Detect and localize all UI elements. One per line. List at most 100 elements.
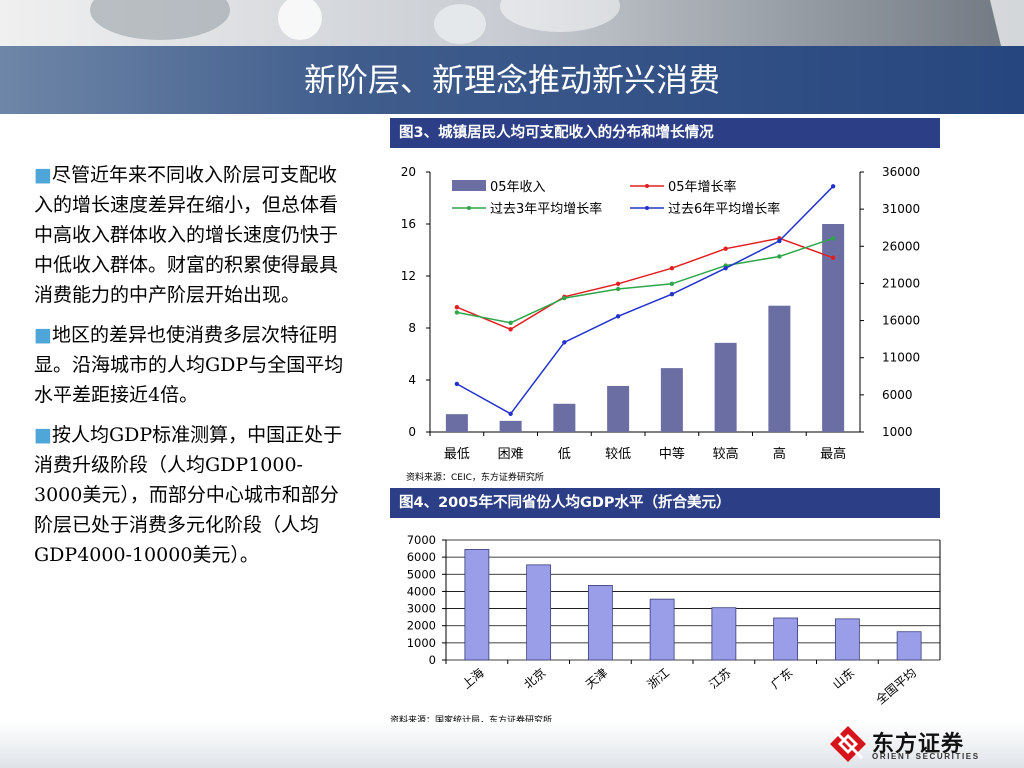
series-point	[615, 281, 621, 286]
series-line-3	[456, 185, 834, 415]
series-point	[777, 238, 782, 244]
legend-marker	[467, 206, 471, 210]
x-tick-label: 高	[773, 446, 786, 462]
x-tick-label: 较高	[713, 446, 739, 462]
series-line-2	[456, 237, 834, 324]
income-bar	[660, 368, 683, 432]
right-tick-label: 1000	[882, 425, 913, 439]
y-tick-label: 6000	[407, 550, 436, 564]
series-point	[830, 184, 836, 189]
series-point	[508, 320, 513, 325]
right-tick-label: 21000	[882, 276, 920, 290]
bullet-list: ■尽管近年来不同收入阶层可支配收入的增长速度差异在缩小，但总体看中高收入群体收入…	[34, 160, 344, 580]
legend-label: 过去6年平均增长率	[668, 201, 780, 217]
income-bar	[499, 420, 522, 432]
right-tick-label: 26000	[882, 239, 920, 253]
series-point	[562, 295, 567, 301]
income-bar	[822, 224, 845, 432]
gdp-by-province-chart: 01000200030004000500060007000上海 北京 天津 浙江 江苏广…	[390, 520, 950, 710]
left-tick-label: 4	[408, 373, 416, 387]
figure3-source: 资料来源：CEIC，东方证券研究所	[406, 470, 544, 483]
bullet-text: 地区的差异也使消费多层次特征明显。沿海城市的人均GDP与全国平均水平差距接近4倍…	[34, 324, 344, 406]
bullet-text: 按人均GDP标准测算，中国正处于消费升级阶段（人均GDP1000-3000美元）…	[34, 424, 343, 566]
legend-marker	[645, 184, 649, 188]
series-point	[723, 246, 728, 251]
figure3-caption: 图3、城镇居民人均可支配收入的分布和增长情况	[390, 118, 940, 148]
bullet-item: ■地区的差异也使消费多层次特征明显。沿海城市的人均GDP与全国平均水平差距接近4…	[34, 320, 344, 410]
series-point	[508, 327, 513, 332]
left-tick-label: 0	[408, 425, 416, 439]
gdp-bar	[587, 585, 613, 661]
series-point	[454, 381, 460, 387]
income-bar	[553, 403, 576, 432]
gdp-bar	[464, 549, 490, 661]
y-tick-label: 7000	[407, 533, 436, 547]
series-point	[562, 340, 567, 345]
income-distribution-chart: 0 4 8 12 16 20 1000 6000 11000 16000 21000 26000 310…	[390, 150, 920, 465]
bullet-square-icon: ■	[34, 424, 52, 446]
series-point	[615, 286, 621, 292]
series-point	[669, 292, 675, 297]
figure4-caption: 图4、2005年不同省份人均GDP水平（折合美元）	[390, 488, 940, 518]
series-point	[777, 254, 782, 259]
bullet-text: 尽管近年来不同收入阶层可支配收入的增长速度差异在缩小，但总体看中高收入群体收入的…	[34, 164, 339, 306]
logo-chinese-name: 东方证券	[872, 732, 965, 757]
y-tick-label: 5000	[407, 567, 436, 581]
x-tick-label: 低	[558, 447, 571, 462]
x-tick-label: 最高	[820, 446, 846, 462]
y-tick-label: 4000	[407, 584, 436, 598]
legend-label: 05年增长率	[668, 179, 737, 195]
right-tick-label: 6000	[882, 388, 913, 402]
gdp-bar	[896, 631, 922, 661]
x-tick-label: 困难	[498, 447, 524, 462]
bullet-item: ■尽管近年来不同收入阶层可支配收入的增长速度差异在缩小，但总体看中高收入群体收入…	[34, 160, 344, 310]
bullet-item: ■按人均GDP标准测算，中国正处于消费升级阶段（人均GDP1000-3000美元…	[34, 420, 344, 570]
left-tick-label: 20	[401, 165, 416, 179]
bullet-square-icon: ■	[34, 324, 52, 346]
gdp-bar	[526, 564, 552, 661]
header-decoration	[0, 0, 1024, 50]
series-point	[830, 255, 836, 260]
company-logo: 东方证券 ORIENT SECURITIES	[828, 724, 988, 766]
series-point	[454, 305, 460, 310]
y-tick-label: 1000	[407, 636, 436, 650]
logo-english-name: ORIENT SECURITIES	[872, 752, 980, 761]
right-tick-label: 36000	[882, 165, 920, 179]
y-tick-label: 3000	[407, 602, 436, 616]
bullet-square-icon: ■	[34, 164, 52, 186]
y-tick-label: 2000	[407, 619, 436, 633]
gdp-bar	[834, 618, 860, 661]
series-point	[454, 310, 460, 315]
series-point	[723, 266, 728, 271]
left-tick-label: 8	[408, 321, 416, 335]
right-tick-label: 16000	[882, 314, 920, 328]
legend-label: 05年收入	[490, 180, 546, 195]
left-tick-label: 12	[401, 269, 416, 283]
series-point	[669, 266, 675, 271]
legend-label: 过去3年平均增长率	[490, 201, 602, 217]
x-tick-label: 较低	[605, 447, 631, 462]
series-point	[615, 314, 621, 319]
gdp-bar	[711, 607, 737, 661]
income-bar	[768, 305, 791, 432]
legend-marker	[645, 206, 649, 210]
title-banner: 新阶层、新理念推动新兴消费	[0, 46, 1024, 114]
series-point	[508, 411, 513, 416]
x-tick-label: 中等	[659, 446, 685, 462]
gdp-bar	[773, 617, 799, 661]
left-tick-label: 16	[401, 217, 416, 231]
gdp-bar	[649, 598, 675, 661]
series-point	[669, 281, 675, 286]
y-tick-label: 0	[429, 653, 436, 667]
logo-mark-icon	[830, 726, 866, 762]
series-point	[830, 236, 836, 241]
right-tick-label: 31000	[882, 202, 920, 216]
income-bar	[714, 342, 737, 432]
income-bar	[445, 414, 468, 432]
series-line-1	[456, 237, 834, 331]
page-title: 新阶层、新理念推动新兴消费	[303, 61, 720, 99]
legend-swatch	[452, 180, 486, 191]
x-tick-label: 最低	[444, 447, 470, 462]
right-tick-label: 11000	[882, 351, 920, 365]
income-bar	[607, 385, 630, 432]
